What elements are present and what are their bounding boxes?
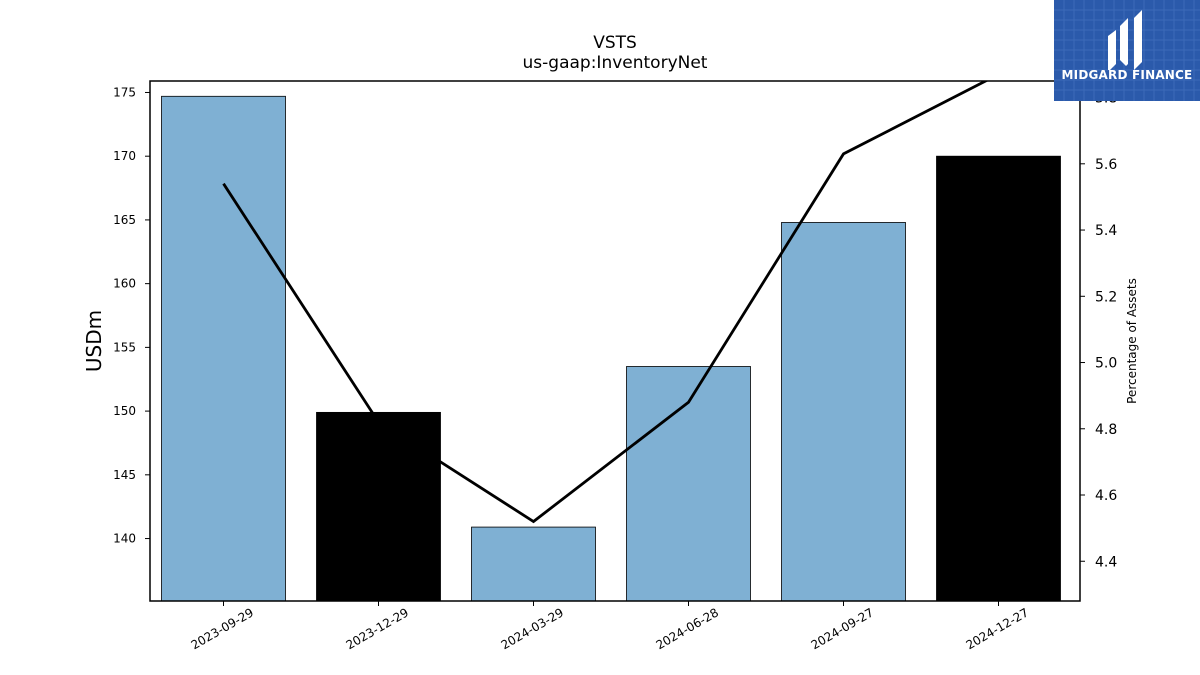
- y-tick-label-150: 150: [113, 404, 136, 418]
- x-tick-label-2023-09-29: 2023-09-29: [189, 605, 256, 652]
- y-tick-label-175: 175: [113, 85, 136, 99]
- y-tick-label-170: 170: [113, 149, 136, 163]
- x-axis: 2023-09-29 2023-12-29 2024-03-29 2024-06-28…: [189, 601, 1031, 652]
- bars-layer: [161, 95, 1061, 602]
- y-tick-label-140: 140: [113, 532, 136, 546]
- y-tick-label-160: 160: [113, 277, 136, 291]
- x-tick-label-2023-12-29: 2023-12-29: [344, 605, 411, 652]
- y2-tick-label-5.4: 5.4: [1095, 223, 1117, 239]
- y2-tick-label-4.6: 4.6: [1095, 488, 1117, 504]
- brand-logo: MIDGARD FINANCE: [1054, 0, 1200, 101]
- x-tick-label-2024-12-27: 2024-12-27: [964, 605, 1031, 652]
- x-tick-label-2024-06-28: 2024-06-28: [654, 605, 721, 652]
- logo-grid-pattern: [1054, 0, 1200, 101]
- line-layer: [222, 81, 989, 524]
- bar-2024-03-29: [471, 526, 596, 602]
- y2-tick-label-4.8: 4.8: [1095, 422, 1117, 438]
- y-tick-label-165: 165: [113, 213, 136, 227]
- y2-tick-label-5.2: 5.2: [1095, 289, 1117, 305]
- right-axis: 4.44.64.85.05.25.45.65.8: [1080, 91, 1117, 570]
- logo-mark-icon: [1108, 10, 1142, 70]
- bar-2024-06-28: [626, 366, 751, 602]
- bar-2023-12-29: [316, 411, 441, 602]
- chart-title: VSTS: [593, 33, 637, 53]
- bar-2024-12-27: [936, 155, 1061, 602]
- y-axis-label: USDm: [82, 310, 106, 372]
- bar-2024-09-27: [781, 222, 906, 602]
- chart-subtitle: us-gaap:InventoryNet: [523, 53, 708, 73]
- y2-tick-label-4.4: 4.4: [1095, 554, 1117, 570]
- logo-text: MIDGARD FINANCE: [1061, 68, 1193, 82]
- y2-tick-label-5.6: 5.6: [1095, 157, 1117, 173]
- y2-tick-label-5.0: 5.0: [1095, 356, 1117, 372]
- y-tick-label-155: 155: [113, 340, 136, 354]
- x-tick-label-2024-03-29: 2024-03-29: [499, 605, 566, 652]
- plot-frame: [149, 80, 1081, 602]
- x-tick-label-2024-09-27: 2024-09-27: [809, 605, 876, 652]
- bar-2023-09-29: [161, 95, 286, 602]
- y2-axis-label: Percentage of Assets: [1125, 278, 1139, 404]
- y-tick-label-145: 145: [113, 468, 136, 482]
- percentage-of-assets-line: [222, 81, 989, 524]
- left-axis: 140 145 150 155 160 165 170 175: [113, 85, 150, 546]
